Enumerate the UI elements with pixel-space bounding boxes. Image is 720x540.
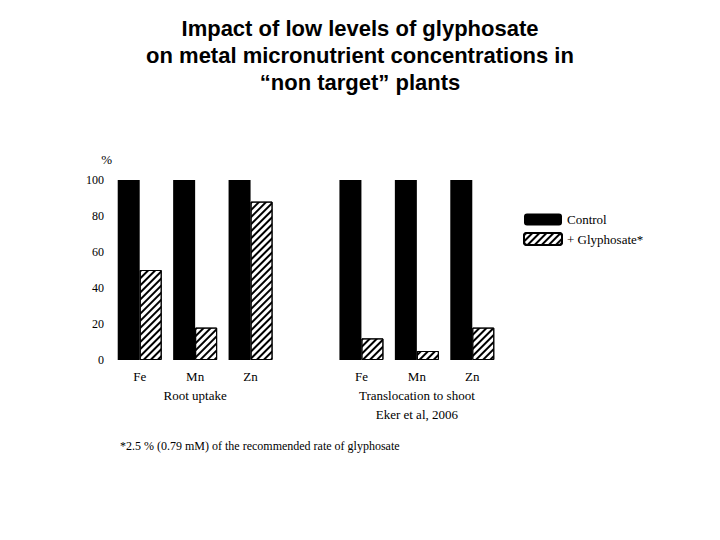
svg-text:Mn: Mn: [186, 369, 205, 384]
svg-text:60: 60: [92, 245, 104, 259]
svg-text:Zn: Zn: [465, 369, 480, 384]
svg-text:on metal micronutrient concent: on metal micronutrient concentrations in: [146, 43, 574, 68]
svg-text:+ Glyphosate*: + Glyphosate*: [567, 232, 643, 247]
svg-text:Impact of low levels of glypho: Impact of low levels of glyphosate: [182, 16, 539, 41]
svg-text:%: %: [101, 152, 112, 167]
svg-text:Translocation to shoot: Translocation to shoot: [359, 388, 475, 403]
svg-text:20: 20: [92, 317, 104, 331]
svg-text:Mn: Mn: [408, 369, 427, 384]
svg-text:100: 100: [86, 173, 104, 187]
svg-text:0: 0: [98, 353, 104, 367]
svg-text:Root uptake: Root uptake: [164, 388, 227, 403]
svg-text:40: 40: [92, 281, 104, 295]
svg-text:Control: Control: [567, 212, 607, 227]
svg-text:Eker et al, 2006: Eker et al, 2006: [376, 407, 459, 422]
svg-text:Zn: Zn: [243, 369, 258, 384]
svg-text:80: 80: [92, 209, 104, 223]
svg-text:Fe: Fe: [355, 369, 368, 384]
svg-text:“non target” plants: “non target” plants: [260, 70, 460, 95]
svg-text:Fe: Fe: [133, 369, 146, 384]
svg-text:*2.5 % (0.79 mM) of the recomm: *2.5 % (0.79 mM) of the recommended rate…: [120, 439, 400, 453]
